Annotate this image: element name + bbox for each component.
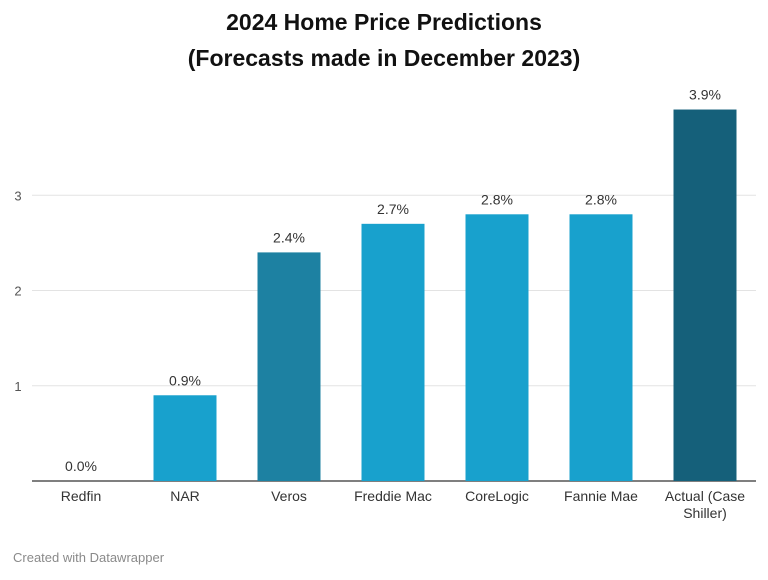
x-category-label: Actual (Case: [665, 488, 745, 504]
bar: [569, 214, 633, 482]
y-tick-label: 3: [14, 188, 21, 203]
bar-value-label: 3.9%: [689, 87, 721, 103]
chart-title-line-2: (Forecasts made in December 2023): [187, 45, 581, 71]
x-category-label: CoreLogic: [465, 488, 529, 504]
x-category-label: NAR: [170, 488, 200, 504]
x-category-label: Fannie Mae: [564, 488, 638, 504]
labels: 1 2 3 0.0% Redfin 0.9% NAR 2.4% Veros 2.7% Freddie…: [14, 87, 745, 521]
bar: [153, 395, 217, 481]
bar: [361, 223, 425, 481]
footer-credit: Created with Datawrapper: [13, 550, 165, 565]
x-category-label: Redfin: [61, 488, 101, 504]
bar-value-label: 2.8%: [585, 191, 617, 207]
bar: [465, 214, 529, 482]
bars: [153, 109, 737, 482]
y-tick-label: 1: [14, 379, 21, 394]
bar: [257, 252, 321, 481]
x-category-label: Shiller): [683, 505, 727, 521]
bar-value-label: 2.4%: [273, 229, 305, 245]
bar-value-label: 2.8%: [481, 191, 513, 207]
bar-value-label: 0.0%: [65, 458, 97, 474]
chart-title-line-1: 2024 Home Price Predictions: [226, 9, 542, 35]
x-category-label: Freddie Mac: [354, 488, 432, 504]
bar-value-label: 2.7%: [377, 201, 409, 217]
bar-value-label: 0.9%: [169, 372, 201, 388]
x-category-label: Veros: [271, 488, 307, 504]
bar: [673, 109, 737, 482]
y-tick-label: 2: [14, 284, 21, 299]
